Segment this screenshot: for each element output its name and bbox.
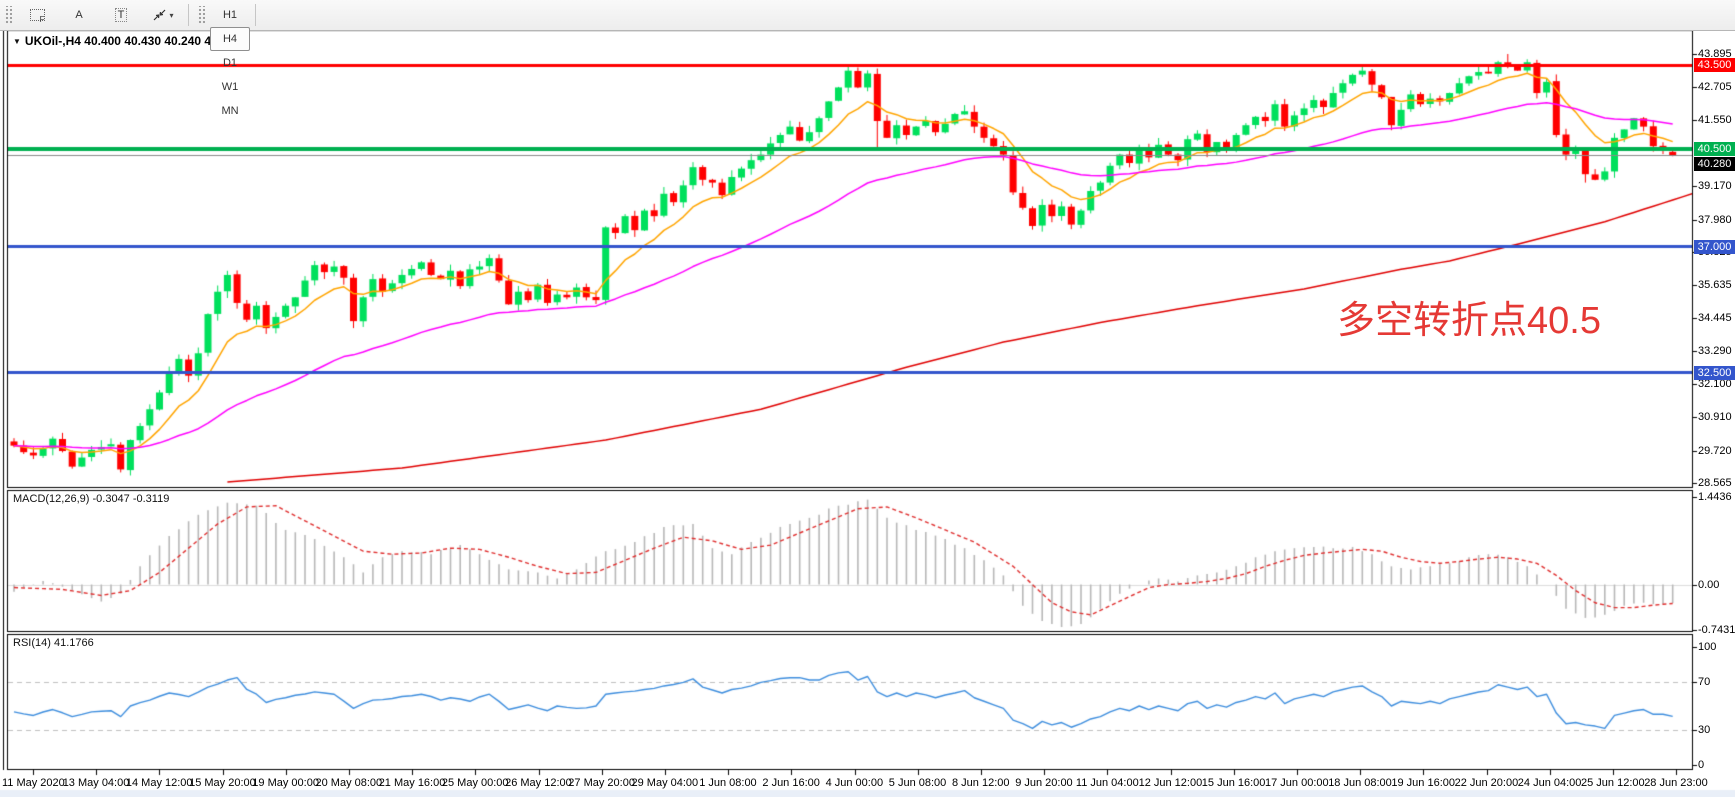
chart-text-annotation: 多空转折点40.5	[1337, 300, 1601, 342]
chart-grid-button[interactable]: F	[17, 3, 57, 27]
rsi-panel-label: RSI(14) 41.1766	[13, 637, 94, 649]
rsi-indicator-name: RSI(14)	[13, 637, 51, 649]
timeframe-button-d1[interactable]: D1	[222, 57, 238, 69]
chevron-down-icon: ▾	[169, 10, 174, 20]
toolbar-separator	[255, 4, 256, 26]
grid-f-icon: F	[29, 9, 45, 24]
toolbar: F A T ▾ M1M5M15M30H1H4D1W1MN	[0, 0, 1735, 117]
cursor-tool-button[interactable]: A	[59, 3, 99, 27]
symbol-timeframe: UKOil-,H4	[24, 34, 81, 48]
macd-indicator-values: -0.3047 -0.3119	[92, 493, 170, 505]
timeframe-button-w1[interactable]: W1	[221, 81, 239, 93]
timeframe-button-h1[interactable]: H1	[222, 9, 238, 21]
chart-title: ▼ UKOil-,H4 40.400 40.430 40.240 40.280	[13, 34, 241, 48]
arrows-tool-icon	[154, 9, 166, 21]
timeframe-group: M1M5M15M30H1H4D1W1MN	[209, 0, 251, 123]
toolbar-separator	[188, 4, 189, 26]
symbol-dropdown-icon[interactable]: ▼	[13, 37, 21, 46]
toolbar-drag-handle[interactable]	[4, 6, 12, 24]
toolbar-drag-handle[interactable]	[197, 6, 205, 24]
timeframe-button-h4[interactable]: H4	[210, 27, 250, 51]
timeframe-button-mn[interactable]: MN	[221, 105, 239, 117]
text-tool-icon: T	[114, 8, 128, 22]
macd-panel-label: MACD(12,26,9) -0.3047 -0.3119	[13, 493, 169, 505]
letter-a-icon: A	[75, 9, 83, 21]
arrows-tool-button[interactable]: ▾	[143, 3, 183, 27]
rsi-indicator-value: 41.1766	[53, 637, 94, 649]
ohlc-values: 40.400 40.430 40.240 40.280	[84, 34, 242, 48]
macd-indicator-name: MACD(12,26,9)	[13, 493, 90, 505]
text-tool-button[interactable]: T	[101, 3, 141, 27]
